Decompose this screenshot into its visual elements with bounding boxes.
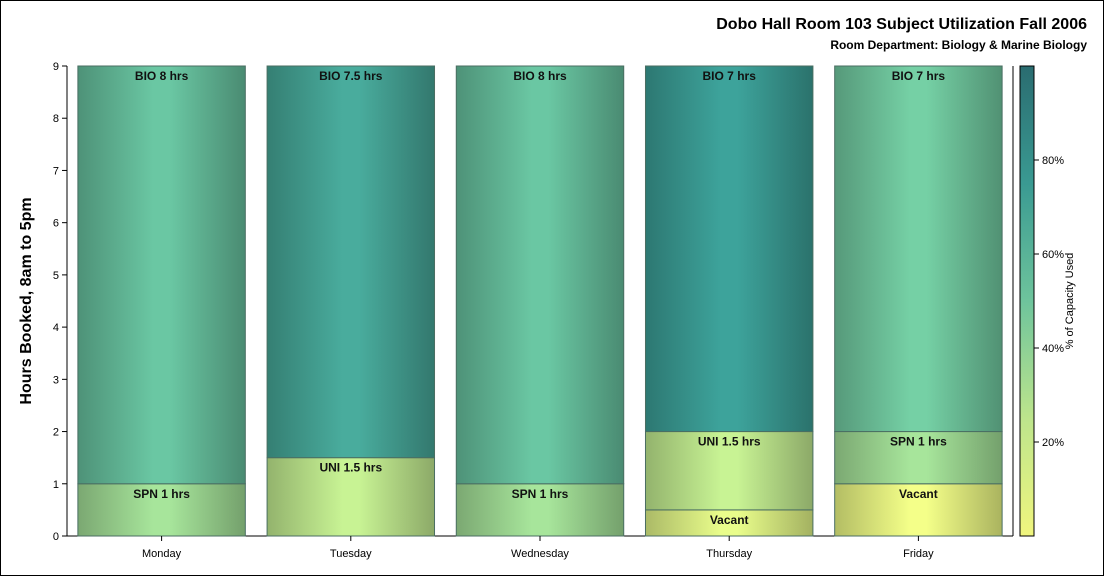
- bar-segment-label: SPN 1 hrs: [512, 487, 569, 501]
- chart-title: Dobo Hall Room 103 Subject Utilization F…: [716, 16, 1087, 33]
- y-axis-label: Hours Booked, 8am to 5pm: [18, 197, 35, 404]
- color-legend: % of Capacity Used 20% 40% 60% 80%: [1019, 65, 1076, 537]
- y-tick-label: 2: [53, 427, 59, 439]
- bar-segment: [834, 483, 1003, 537]
- color-legend-tick-label: 80%: [1042, 155, 1064, 167]
- y-tick-label: 5: [53, 270, 59, 282]
- bar-segment-label: BIO 8 hrs: [513, 69, 567, 83]
- bar-segment: [644, 431, 814, 511]
- bar-segment: [266, 65, 436, 459]
- bar-segment: [644, 509, 814, 537]
- x-tick-label: Tuesday: [330, 548, 372, 560]
- bar-segment-label: SPN 1 hrs: [133, 487, 190, 501]
- bar-segment-label: UNI 1.5 hrs: [698, 435, 761, 449]
- x-tick-label: Wednesday: [511, 548, 569, 560]
- color-legend-tick-label: 60%: [1042, 249, 1064, 261]
- y-tick-label: 0: [53, 531, 59, 543]
- color-legend-bar: [1019, 65, 1035, 537]
- bar-segment-label: BIO 8 hrs: [135, 69, 189, 83]
- y-tick-label: 1: [53, 479, 59, 491]
- color-legend-tick-label: 40%: [1042, 343, 1064, 355]
- bar-segment: [644, 65, 814, 433]
- x-tick-label: Thursday: [706, 548, 752, 560]
- x-tick-label: Monday: [142, 548, 182, 560]
- color-legend-tick-label: 20%: [1042, 437, 1064, 449]
- color-legend-title: % of Capacity Used: [1064, 253, 1076, 350]
- bar-segment: [266, 457, 436, 537]
- y-tick-label: 9: [53, 61, 59, 73]
- x-tick-label: Friday: [903, 548, 934, 560]
- bar-segment: [77, 483, 246, 537]
- y-tick-label: 3: [53, 374, 59, 386]
- bar-segment: [455, 483, 625, 537]
- y-tick-label: 7: [53, 165, 59, 177]
- bar-segment: [77, 65, 246, 485]
- bar-segment-label: Vacant: [710, 513, 749, 527]
- bar-segment-label: BIO 7 hrs: [892, 69, 946, 83]
- bar-segment-label: Vacant: [899, 487, 938, 501]
- bar-segment: [455, 65, 625, 485]
- y-tick-label: 8: [53, 113, 59, 125]
- plot-area: 0 1 2 3 4 5 6 7 8 9 SPN 1 hrs BIO 8 hrs Monday UNI 1.…: [53, 61, 1014, 560]
- y-tick-label: 6: [53, 218, 59, 230]
- bar-segment: [834, 65, 1003, 433]
- bar-segment-label: UNI 1.5 hrs: [319, 461, 382, 475]
- bar-segment-label: BIO 7 hrs: [703, 69, 757, 83]
- bar-segment-label: SPN 1 hrs: [890, 435, 947, 449]
- chart-subtitle: Room Department: Biology & Marine Biolog…: [830, 38, 1087, 52]
- y-tick-label: 4: [53, 322, 59, 334]
- bar-segment-label: BIO 7.5 hrs: [319, 69, 383, 83]
